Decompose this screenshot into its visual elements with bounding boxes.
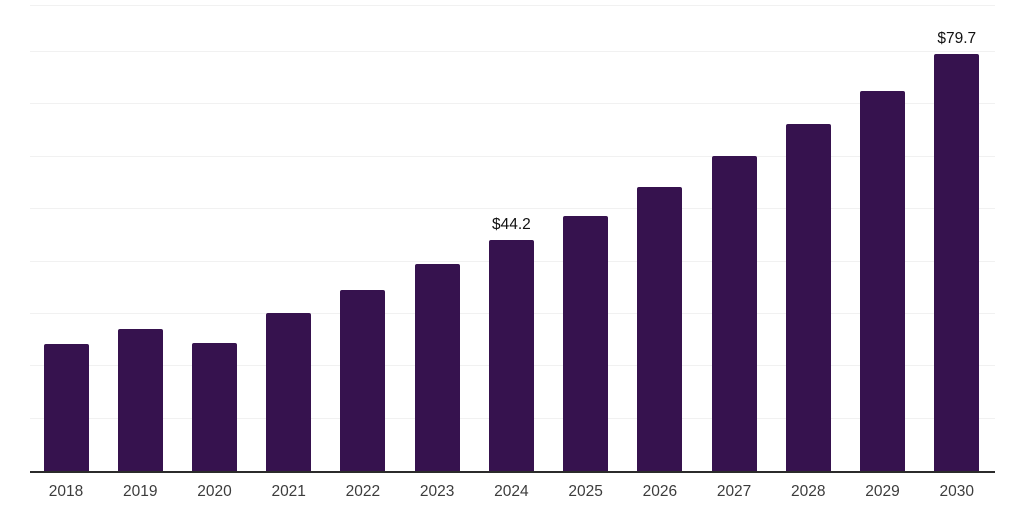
x-tick-label-2019: 2019 [122, 483, 158, 500]
bar-2018 [43, 343, 89, 471]
value-label-2030: $79.7 [937, 29, 977, 47]
x-tick-label-2025: 2025 [568, 483, 603, 500]
bar-2026 [637, 186, 683, 471]
bar-2019 [117, 328, 163, 471]
bar-2020 [191, 342, 237, 471]
gridline-60 [30, 155, 995, 157]
gridline-70 [30, 103, 995, 105]
plot-top-border [30, 5, 995, 6]
x-tick-label-2020: 2020 [197, 483, 232, 500]
value-label-2024: $44.2 [491, 215, 531, 233]
x-tick-label-2026: 2026 [642, 483, 678, 500]
x-tick-label-2029: 2029 [865, 483, 900, 500]
x-tick-label-2022: 2022 [345, 483, 381, 500]
x-tick-label-2027: 2027 [716, 483, 752, 500]
bar-2024 [488, 239, 534, 471]
bar-2021 [266, 312, 312, 471]
x-tick-label-2030: 2030 [939, 483, 974, 500]
bar-2029 [860, 90, 906, 471]
bar-2022 [340, 290, 386, 471]
plot-area: $44.2 $79.7 [30, 5, 995, 473]
x-axis: 2018 2019 2020 2021 2022 2023 2024 2025 2026 2027… [0, 483, 1024, 503]
bar-2027 [711, 155, 757, 471]
x-tick-label-2024: 2024 [494, 483, 529, 500]
bar-2023 [414, 264, 460, 471]
x-tick-label-2021: 2021 [271, 483, 306, 500]
bar-2025 [563, 215, 609, 471]
bar-2028 [785, 123, 831, 471]
x-tick-label-2023: 2023 [419, 483, 455, 500]
bar-2030 [934, 53, 980, 471]
x-tick-label-2028: 2028 [791, 483, 826, 500]
gridline-80 [30, 51, 995, 53]
gridline-50 [30, 208, 995, 210]
x-tick-label-2018: 2018 [48, 483, 84, 500]
